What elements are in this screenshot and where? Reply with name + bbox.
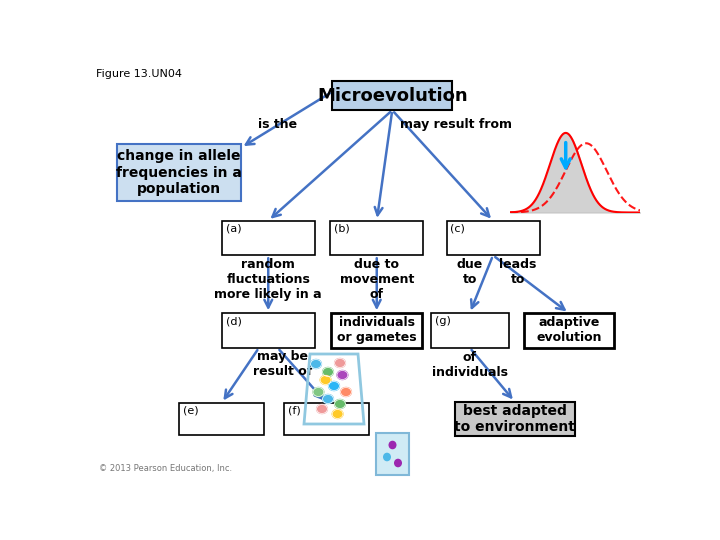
Circle shape bbox=[332, 409, 343, 418]
Circle shape bbox=[328, 381, 339, 390]
Circle shape bbox=[320, 375, 331, 384]
Text: (e): (e) bbox=[183, 406, 199, 416]
Circle shape bbox=[395, 460, 401, 467]
FancyBboxPatch shape bbox=[331, 313, 423, 348]
Circle shape bbox=[384, 454, 390, 461]
Text: individuals
or gametes: individuals or gametes bbox=[337, 316, 417, 345]
Circle shape bbox=[341, 388, 351, 396]
Circle shape bbox=[310, 360, 321, 368]
FancyBboxPatch shape bbox=[454, 402, 575, 436]
Text: may be
result of: may be result of bbox=[253, 350, 312, 378]
Circle shape bbox=[323, 395, 333, 403]
Text: due to
movement
of: due to movement of bbox=[340, 259, 414, 301]
Circle shape bbox=[335, 359, 346, 368]
Text: due
to: due to bbox=[456, 259, 483, 286]
FancyBboxPatch shape bbox=[284, 403, 369, 435]
Text: (a): (a) bbox=[225, 224, 241, 234]
Text: of
individuals: of individuals bbox=[432, 351, 508, 379]
Text: leads
to: leads to bbox=[499, 259, 536, 286]
Text: is the: is the bbox=[258, 118, 297, 131]
Text: best adapted
to environment: best adapted to environment bbox=[454, 404, 575, 434]
Circle shape bbox=[317, 404, 328, 414]
FancyBboxPatch shape bbox=[330, 221, 423, 255]
FancyBboxPatch shape bbox=[222, 221, 315, 255]
FancyBboxPatch shape bbox=[179, 403, 264, 435]
FancyBboxPatch shape bbox=[117, 144, 241, 201]
FancyBboxPatch shape bbox=[446, 221, 539, 255]
Circle shape bbox=[337, 370, 348, 380]
Text: Microevolution: Microevolution bbox=[317, 86, 467, 105]
Text: (d): (d) bbox=[225, 316, 241, 326]
FancyBboxPatch shape bbox=[431, 313, 508, 348]
Text: may result from: may result from bbox=[400, 118, 512, 131]
Text: adaptive
evolution: adaptive evolution bbox=[536, 316, 602, 345]
Text: Figure 13.UN04: Figure 13.UN04 bbox=[96, 69, 182, 79]
Bar bbox=[376, 433, 409, 475]
FancyBboxPatch shape bbox=[222, 313, 315, 348]
Text: (c): (c) bbox=[451, 224, 465, 234]
Circle shape bbox=[313, 388, 324, 396]
Circle shape bbox=[335, 400, 346, 408]
Text: © 2013 Pearson Education, Inc.: © 2013 Pearson Education, Inc. bbox=[99, 464, 233, 473]
Circle shape bbox=[390, 441, 396, 449]
Text: (f): (f) bbox=[287, 406, 300, 416]
Text: (b): (b) bbox=[334, 224, 350, 234]
Text: (g): (g) bbox=[435, 316, 451, 326]
Text: change in allele
frequencies in a
population: change in allele frequencies in a popula… bbox=[116, 150, 242, 196]
FancyBboxPatch shape bbox=[332, 81, 452, 110]
Circle shape bbox=[323, 368, 333, 376]
Text: random
fluctuations
more likely in a: random fluctuations more likely in a bbox=[215, 259, 322, 301]
FancyBboxPatch shape bbox=[524, 313, 613, 348]
